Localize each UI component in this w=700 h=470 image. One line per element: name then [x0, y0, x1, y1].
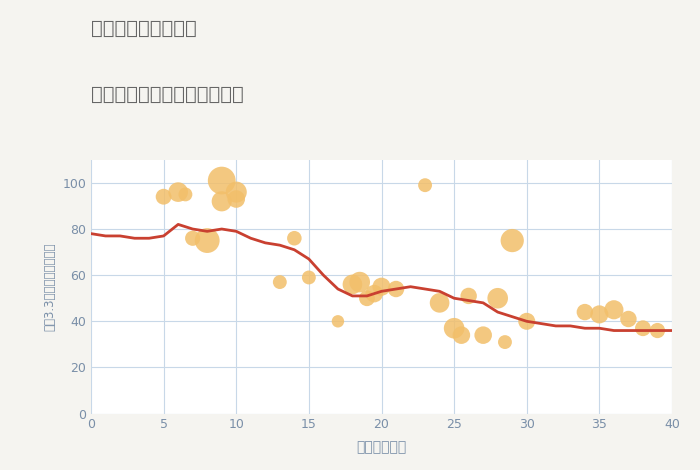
- Point: [361, 295, 372, 302]
- Point: [507, 237, 518, 244]
- Point: [354, 278, 365, 286]
- Point: [376, 283, 387, 290]
- Y-axis label: 平（3.3㎡）単価（万円）: 平（3.3㎡）単価（万円）: [43, 243, 57, 331]
- Point: [623, 315, 634, 323]
- Point: [521, 318, 532, 325]
- Point: [477, 331, 489, 339]
- Point: [492, 295, 503, 302]
- Point: [303, 274, 314, 281]
- Point: [580, 308, 591, 316]
- Point: [180, 191, 191, 198]
- Point: [187, 235, 198, 242]
- Point: [289, 235, 300, 242]
- Point: [369, 290, 380, 298]
- Point: [216, 177, 228, 184]
- Point: [172, 188, 183, 196]
- Point: [499, 338, 510, 346]
- Point: [456, 331, 467, 339]
- Point: [332, 318, 344, 325]
- Point: [202, 237, 213, 244]
- Point: [449, 324, 460, 332]
- Point: [274, 278, 286, 286]
- Point: [158, 193, 169, 201]
- Point: [652, 327, 663, 334]
- Point: [463, 292, 475, 300]
- X-axis label: 築年数（年）: 築年数（年）: [356, 440, 407, 454]
- Point: [231, 195, 242, 203]
- Point: [216, 197, 228, 205]
- Point: [419, 181, 430, 189]
- Text: 埼玉県坂戸市竹之内: 埼玉県坂戸市竹之内: [91, 19, 197, 38]
- Point: [391, 285, 402, 293]
- Point: [638, 324, 649, 332]
- Point: [231, 188, 242, 196]
- Text: 築年数別中古マンション価格: 築年数別中古マンション価格: [91, 85, 244, 103]
- Point: [346, 281, 358, 288]
- Point: [608, 306, 620, 313]
- Point: [434, 299, 445, 306]
- Point: [594, 311, 605, 318]
